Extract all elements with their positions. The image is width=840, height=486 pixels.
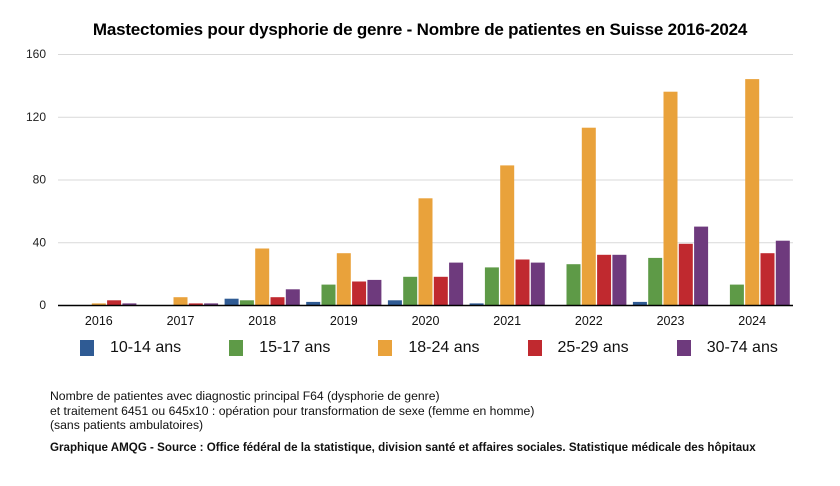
x-tick-label: 2017: [167, 314, 195, 328]
x-tick-label: 2023: [657, 314, 685, 328]
x-tick-label: 2016: [85, 314, 113, 328]
legend-item: 30-74 ans: [676, 339, 778, 357]
bar-10-14-ans-2021: [469, 303, 484, 305]
x-tick-label: 2021: [493, 314, 521, 328]
source-credit: Graphique AMQG - Source : Office fédéral…: [50, 441, 756, 454]
bar-15-17-ans-2022: [566, 264, 581, 305]
bar-25-29-ans-2020: [433, 276, 448, 305]
bar-18-24-ans-2018: [255, 248, 270, 305]
bar-chart: 0 40 80 120 160 2016 2017 2018 2019 2020 2021 2022…: [26, 47, 793, 328]
bar-30-74-ans-2022: [612, 254, 627, 305]
legend-label: 25-29 ans: [557, 339, 629, 356]
bar-30-74-ans-2021: [530, 262, 545, 305]
bar-25-29-ans-2017: [188, 303, 203, 305]
legend-item: 18-24 ans: [378, 339, 480, 357]
legend-swatch: [676, 340, 691, 356]
bar-30-74-ans-2019: [367, 279, 382, 305]
bar-18-24-ans-2019: [336, 253, 351, 305]
bar-18-24-ans-2016: [91, 303, 106, 305]
bar-15-17-ans-2024: [729, 284, 744, 305]
bar-10-14-ans-2020: [387, 300, 402, 305]
bar-25-29-ans-2023: [678, 243, 693, 305]
legend-swatch: [378, 340, 393, 356]
legend-label: 15-17 ans: [259, 339, 331, 356]
bar-25-29-ans-2018: [270, 297, 285, 305]
bar-15-17-ans-2020: [403, 276, 418, 305]
x-tick-label: 2019: [330, 314, 358, 328]
bar-25-29-ans-2021: [515, 259, 530, 305]
bar-18-24-ans-2021: [500, 165, 515, 305]
bar-15-17-ans-2021: [484, 267, 499, 305]
legend-item: 10-14 ans: [80, 339, 181, 357]
y-tick-label: 160: [26, 47, 46, 61]
bar-30-74-ans-2017: [204, 303, 219, 305]
bar-18-24-ans-2020: [418, 198, 433, 305]
y-tick-label: 0: [39, 298, 46, 312]
y-tick-label: 120: [26, 110, 46, 124]
legend-item: 15-17 ans: [229, 339, 330, 357]
bar-30-74-ans-2024: [775, 240, 790, 305]
footnote: Nombre de patientes avec diagnostic prin…: [50, 389, 534, 433]
legend-label: 10-14 ans: [110, 339, 182, 356]
bar-18-24-ans-2017: [173, 297, 188, 305]
bar-18-24-ans-2022: [581, 127, 596, 305]
bar-30-74-ans-2016: [122, 303, 137, 305]
bar-15-17-ans-2018: [239, 300, 254, 305]
bar-10-14-ans-2019: [306, 301, 321, 305]
footnote-line-1: Nombre de patientes avec diagnostic prin…: [50, 389, 440, 403]
bar-25-29-ans-2019: [352, 281, 367, 305]
bar-30-74-ans-2020: [449, 262, 464, 305]
bar-10-14-ans-2018: [224, 298, 239, 305]
y-tick-label: 80: [33, 173, 47, 187]
footnote-line-3: (sans patients ambulatoires): [50, 418, 204, 432]
y-tick-label: 40: [33, 235, 47, 249]
y-axis-ticks: 0 40 80 120 160: [26, 47, 46, 312]
x-axis-ticks: 2016 2017 2018 2019 2020 2021 2022 2023 2024: [85, 314, 766, 328]
bar-30-74-ans-2018: [285, 289, 300, 305]
legend-label: 18-24 ans: [408, 339, 480, 356]
bar-25-29-ans-2022: [597, 254, 612, 305]
footnote-line-2: et traitement 6451 ou 645x10 : opération…: [50, 403, 535, 418]
chart-title: Mastectomies pour dysphorie de genre - N…: [92, 20, 748, 39]
bar-18-24-ans-2024: [745, 79, 760, 305]
x-tick-label: 2018: [248, 314, 276, 328]
legend-swatch: [229, 340, 244, 356]
legend-swatch: [527, 340, 542, 356]
legend: 10-14 ans 15-17 ans 18-24 ans 25-29 ans 30-7…: [80, 339, 826, 357]
bar-15-17-ans-2019: [321, 284, 336, 305]
x-tick-label: 2020: [412, 314, 440, 328]
legend-swatch: [80, 340, 94, 356]
x-tick-label: 2024: [738, 314, 766, 328]
bar-18-24-ans-2023: [663, 91, 678, 305]
legend-label: 30-74 ans: [706, 339, 778, 356]
bar-10-14-ans-2023: [632, 301, 647, 305]
bar-25-29-ans-2024: [760, 253, 775, 305]
bar-25-29-ans-2016: [107, 300, 122, 305]
bar-30-74-ans-2023: [694, 226, 709, 305]
x-tick-label: 2022: [575, 314, 603, 328]
legend-item: 25-29 ans: [527, 339, 629, 357]
bar-15-17-ans-2023: [648, 257, 663, 305]
bars: [91, 79, 790, 305]
